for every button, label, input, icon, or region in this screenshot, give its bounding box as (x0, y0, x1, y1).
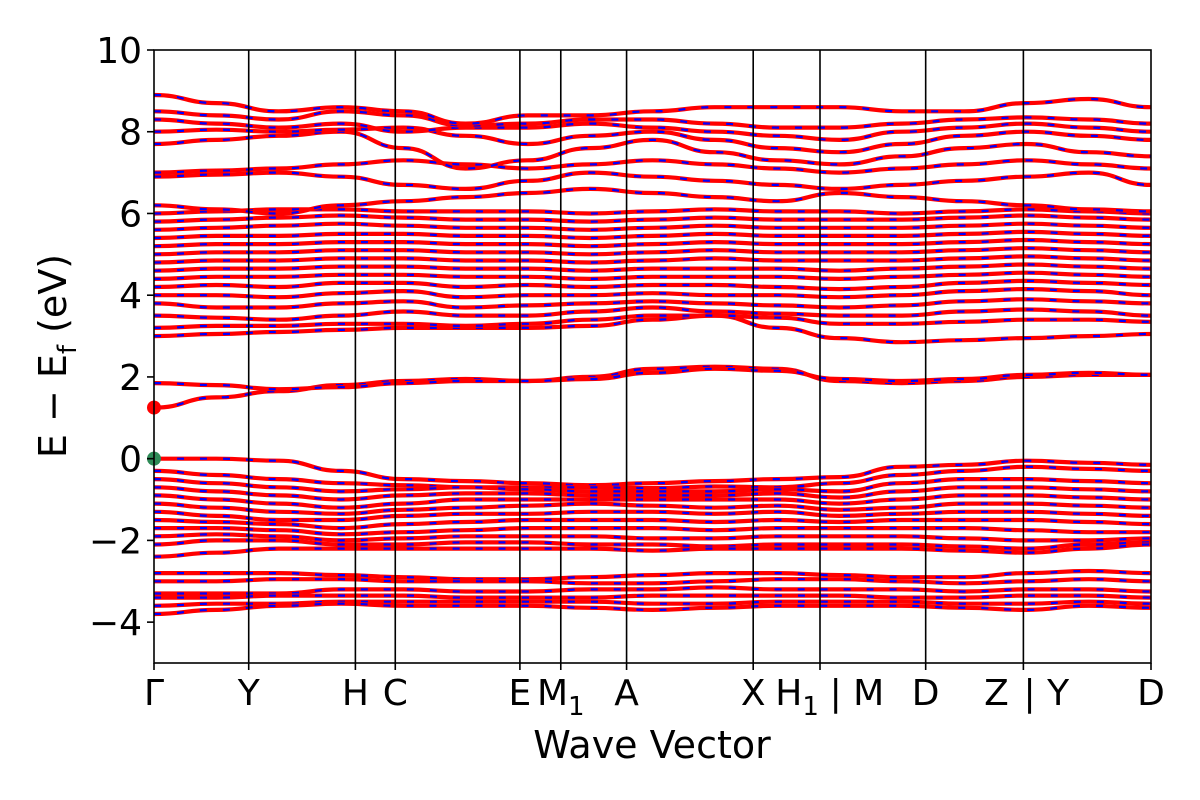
y-tick-label: 2 (119, 358, 142, 399)
valence-band-8-spin-down (154, 526, 1151, 536)
valence-band-11-spin-down (154, 543, 1151, 558)
y-axis-title: E − Ef (eV) (31, 254, 83, 458)
conduction_high-band-13-spin-down (154, 214, 1151, 223)
valence-band-0-spin-up (154, 456, 1151, 488)
valence-band-15-spin-down (154, 594, 1151, 599)
x-tick-label: C (383, 673, 408, 714)
conduction_high-band-10-spin-down (154, 238, 1151, 248)
conduction_high-band-12-spin-up (154, 221, 1151, 232)
plot-frame (153, 49, 1152, 664)
y-tick-label: 10 (96, 31, 142, 72)
conduction_low-band-1-spin-down (154, 367, 1151, 391)
conduction_high-band-11-spin-up (154, 229, 1151, 241)
x-tick-label: | M (830, 673, 885, 714)
y-axis-ticks: −4 −2 0 2 4 6 8 10 (89, 31, 154, 644)
conduction_high-band-13-spin-up (154, 213, 1151, 224)
conduction_high-band-3-spin-down (154, 298, 1151, 309)
valence-band-7-spin-down (154, 518, 1151, 530)
x-tick-label: Z (984, 673, 1009, 714)
y-axis-title-subscript: f (53, 344, 83, 354)
conduction_high-band-20-spin-down (154, 118, 1151, 142)
conduction_high-band-7-spin-down (154, 263, 1151, 272)
x-tick-label: M1 (537, 673, 585, 722)
x-tick-label: A (614, 673, 639, 714)
y-tick-label: 6 (119, 194, 142, 235)
valence-band-4-spin-down (154, 494, 1151, 509)
valence-band-13-spin-down (154, 578, 1151, 585)
conduction_high-band-12-spin-down (154, 222, 1151, 231)
conduction_high-band-21-spin-down (154, 110, 1151, 129)
valence-band-1-spin-down (154, 465, 1151, 490)
x-tick-label: Γ (144, 673, 164, 714)
conduction_high-band-14-spin-down (154, 208, 1151, 215)
valence-band-12-spin-up (154, 568, 1151, 582)
valence-band-6-spin-down (154, 510, 1151, 522)
conduction_high-band-8-spin-down (154, 255, 1151, 264)
conduction_high-band-9-spin-up (154, 246, 1151, 257)
conduction_high-band-16-spin-down (154, 171, 1151, 191)
conduction_high-band-4-spin-up (154, 287, 1151, 300)
x-tick-label: H (342, 673, 369, 714)
x-tick-label: | Y (1024, 673, 1071, 714)
x-tick-label: H1 (775, 673, 819, 722)
conduction_high-band-10-spin-up (154, 237, 1151, 249)
x-axis-ticks: Γ Y H C E M1 A X H1 | M D Z | Y D (144, 663, 1165, 722)
high-symmetry-lines (247, 50, 1025, 663)
valence-band-14-spin-down (154, 586, 1151, 595)
conduction_high-band-18-spin-down (154, 130, 1151, 170)
conduction_high-band-16-spin-up (154, 170, 1151, 191)
y-tick-label: 4 (119, 276, 142, 317)
conduction_high-band-0-spin-down (154, 314, 1151, 344)
valence-band-9-spin-up (154, 532, 1151, 543)
conduction_high-band-17-spin-down (154, 159, 1151, 174)
valence-band-14-spin-up (154, 585, 1151, 596)
conduction_high-band-1-spin-down (154, 314, 1151, 329)
x-tick-label: E (509, 673, 532, 714)
valence-band-17-spin-down (154, 602, 1151, 616)
x-tick-label: X (741, 673, 766, 714)
conduction_high-band-5-spin-down (154, 279, 1151, 291)
valence-band-10-spin-down (154, 539, 1151, 550)
valence-band-3-spin-down (154, 486, 1151, 501)
conduction_high-band-11-spin-down (154, 230, 1151, 240)
x-axis-title: Wave Vector (533, 723, 771, 767)
conduction_high-band-6-spin-up (154, 270, 1151, 281)
conduction_high-band-22-spin-down (154, 93, 1151, 125)
conduction_high-band-2-spin-down (154, 306, 1151, 321)
y-tick-label: −4 (89, 603, 142, 644)
x-tick-label: D (1137, 673, 1165, 714)
y-tick-label: 8 (119, 113, 142, 154)
valence-band-13-spin-up (154, 577, 1151, 586)
x-tick-label: Y (237, 673, 261, 714)
conduction_high-band-7-spin-up (154, 262, 1151, 273)
conduction_high-band-19-spin-down (154, 126, 1151, 154)
valence-band-9-spin-down (154, 533, 1151, 542)
valence-band-5-spin-down (154, 502, 1151, 515)
y-tick-label: −2 (89, 521, 142, 562)
y-axis-title-unit: (eV) (31, 254, 75, 345)
conduction_high-band-15-spin-down (154, 187, 1151, 215)
y-tick-label: 0 (119, 440, 142, 481)
conduction_high-band-6-spin-down (154, 271, 1151, 281)
conduction_high-band-8-spin-up (154, 254, 1151, 265)
valence-band-2-spin-down (154, 478, 1151, 493)
conduction_high-band-17-spin-up (154, 158, 1151, 175)
y-axis-title-main: E − E (31, 354, 75, 458)
conduction_high-band-9-spin-down (154, 247, 1151, 256)
valence-band-15-spin-up (154, 593, 1151, 600)
bands-layer (154, 92, 1151, 617)
x-tick-label: D (912, 673, 940, 714)
valence-band-8-spin-up (154, 525, 1151, 537)
